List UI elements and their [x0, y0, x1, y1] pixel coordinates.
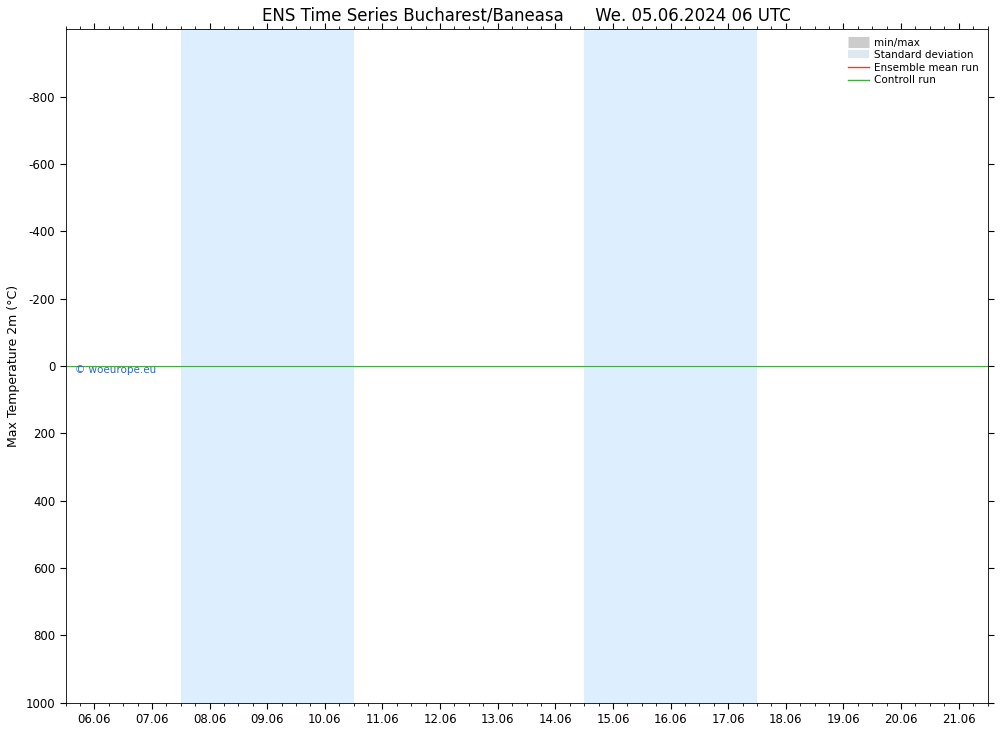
- Bar: [699, 29, 757, 703]
- Bar: [238, 29, 296, 703]
- Title: ENS Time Series Bucharest/Baneasa      We. 05.06.2024 06 UTC: ENS Time Series Bucharest/Baneasa We. 05…: [262, 7, 791, 25]
- Legend: min/max, Standard deviation, Ensemble mean run, Controll run: min/max, Standard deviation, Ensemble me…: [845, 34, 982, 89]
- Bar: [584, 29, 642, 703]
- Bar: [296, 29, 354, 703]
- Bar: [642, 29, 699, 703]
- Text: © woeurope.eu: © woeurope.eu: [75, 364, 156, 375]
- Y-axis label: Max Temperature 2m (°C): Max Temperature 2m (°C): [7, 285, 20, 447]
- Bar: [181, 29, 238, 703]
